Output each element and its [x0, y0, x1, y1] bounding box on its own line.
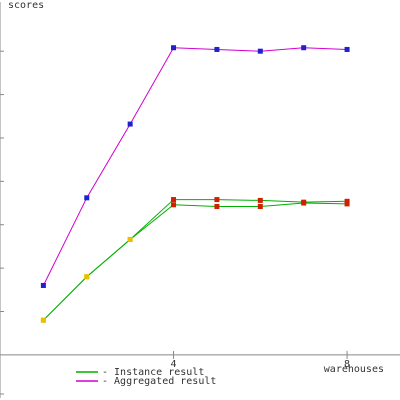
point-marker	[84, 274, 90, 280]
series-line	[43, 199, 348, 321]
point-marker	[214, 197, 220, 203]
point-marker	[257, 204, 263, 210]
point-marker	[171, 45, 177, 51]
point-marker	[214, 204, 220, 210]
point-marker	[171, 197, 177, 203]
point-marker	[171, 202, 177, 208]
point-marker	[40, 317, 46, 323]
series-line	[42, 47, 348, 286]
point-marker	[214, 46, 220, 52]
x-tick-label: 4	[171, 359, 177, 370]
point-marker	[344, 46, 350, 52]
point-marker	[301, 45, 307, 51]
x-axis-label: warehouses	[324, 364, 384, 375]
point-marker	[127, 236, 133, 242]
x-tick-label: 8	[344, 359, 350, 370]
y-axis-label: scores	[8, 0, 44, 11]
point-marker	[40, 282, 46, 288]
point-marker	[301, 200, 307, 206]
point-marker	[257, 48, 263, 54]
legend-label: - Aggregated result	[102, 376, 216, 387]
point-marker	[344, 201, 350, 207]
point-marker	[127, 121, 133, 127]
point-marker	[344, 198, 350, 204]
legend-label: - Instance result	[102, 367, 204, 378]
series-line	[43, 202, 348, 321]
point-marker	[84, 195, 90, 201]
point-marker	[257, 197, 263, 203]
